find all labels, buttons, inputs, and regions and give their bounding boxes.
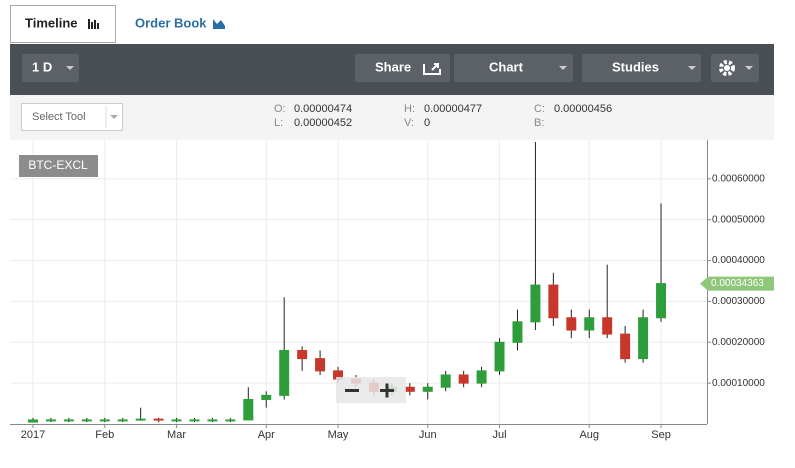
x-tick-label: 2017 [21, 429, 45, 441]
candle-body [45, 419, 56, 422]
candle-body [81, 419, 92, 422]
tab-icon [213, 19, 225, 29]
last-price-tag [700, 276, 774, 291]
share[interactable]: Share [375, 59, 411, 74]
candle-body [225, 419, 236, 422]
ohlc-label: O: [274, 103, 286, 115]
candle-body [63, 419, 74, 422]
zoom-control[interactable] [336, 377, 406, 403]
share-icon [423, 63, 441, 75]
ohlc-info: O: 0.00000474 L: 0.00000452 H: 0.00000477 V: 0 C… [274, 103, 612, 129]
candle-body [566, 317, 577, 331]
candle-body [584, 317, 595, 331]
candle-body [494, 341, 505, 372]
studies[interactable]: Studies [612, 59, 659, 74]
x-tick-label: Sep [651, 429, 671, 441]
caret [66, 66, 74, 70]
ohlc-label: L: [274, 117, 283, 129]
ohlc-label: C: [534, 103, 545, 115]
candle-body [189, 419, 200, 422]
candle-body [620, 333, 631, 360]
select-tool-label[interactable]: Select Tool [32, 111, 86, 123]
interval[interactable]: 1 D [32, 59, 52, 74]
chart-button[interactable] [454, 54, 573, 82]
caret [110, 115, 118, 119]
interval-button[interactable] [22, 54, 79, 82]
candle-body [261, 394, 272, 400]
candle-body [458, 374, 469, 384]
y-tick-label: 0.00050000 [712, 214, 765, 225]
caret [559, 66, 567, 70]
candle-body [117, 419, 128, 422]
ohlc-value: 0 [424, 117, 430, 129]
tab-orderbook[interactable]: Order Book [135, 15, 207, 30]
ohlc-label: B: [534, 117, 544, 129]
x-tick-label: Mar [167, 429, 186, 441]
gear-icon [724, 65, 730, 71]
tab-icon [88, 19, 99, 29]
ohlc-value: 0.00000474 [294, 103, 352, 115]
x-tick-label: Jul [492, 429, 506, 441]
ohlc-label: V: [404, 117, 414, 129]
candle-body [297, 349, 308, 360]
candle-body [656, 283, 667, 319]
candle-body [27, 419, 38, 423]
candle-body [476, 370, 487, 384]
tab-timeline[interactable]: Timeline [25, 15, 78, 30]
ohlc-value: 0.00000477 [424, 103, 482, 115]
x-tick-label: Apr [258, 429, 275, 441]
candle-body [243, 398, 254, 421]
info-bar [10, 95, 774, 140]
candle-body [602, 317, 613, 335]
candle-body [548, 284, 559, 319]
symbol: BTC-EXCL [28, 158, 88, 172]
candle-body [315, 358, 326, 372]
caret [688, 66, 696, 70]
candle-body [171, 419, 182, 422]
candle-body [404, 386, 415, 392]
x-tick-label: Jun [419, 429, 437, 441]
symbol-box [19, 155, 98, 177]
y-tick-label: 0.00040000 [712, 255, 765, 266]
candle-body [512, 321, 523, 343]
candle-body [422, 386, 433, 392]
x-tick-label: Feb [95, 429, 114, 441]
y-tick-label: 0.00020000 [712, 337, 765, 348]
candle-body [638, 317, 649, 360]
candle-body [279, 349, 290, 396]
x-tick-label: Aug [579, 429, 599, 441]
caret [745, 66, 753, 70]
candle-body [99, 419, 110, 422]
last-price-label: 0.00034363 [711, 278, 764, 289]
ohlc-label: H: [404, 103, 415, 115]
y-tick-label: 0.00030000 [712, 296, 765, 307]
gear-icon [719, 60, 735, 76]
y-tick-label: 0.00010000 [712, 378, 765, 389]
x-tick-label: May [328, 429, 349, 441]
studies-button[interactable] [582, 54, 701, 82]
y-tick-label: 0.00060000 [712, 173, 765, 184]
candle-body [135, 418, 146, 421]
ohlc-value: 0.00000456 [554, 103, 612, 115]
candle-body [207, 419, 218, 422]
chart[interactable]: Chart [489, 59, 524, 74]
candle-body [530, 284, 541, 323]
candle-body [153, 418, 164, 421]
candle-body [440, 374, 451, 388]
ohlc-value: 0.00000452 [294, 117, 352, 129]
